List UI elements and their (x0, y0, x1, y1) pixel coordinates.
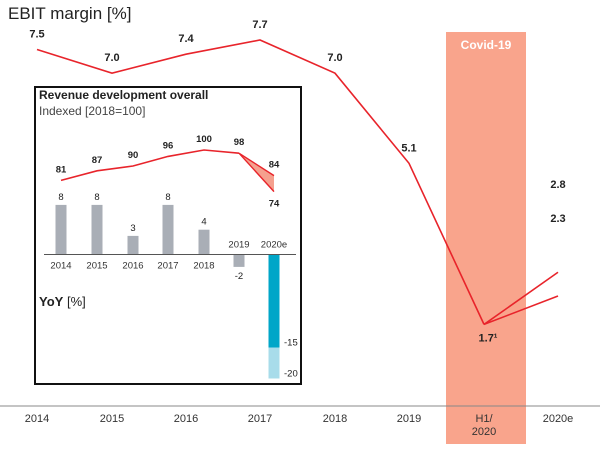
x-tick-label: 2017 (248, 413, 272, 425)
x-tick-label: H1/2020 (472, 413, 496, 438)
ebit-value-label: 7.7 (252, 19, 267, 31)
ebit-value-label: 7.5 (29, 29, 44, 41)
ebit-value-label: 7.0 (104, 52, 119, 64)
ebit-margin-line (36, 39, 485, 325)
yoy-title: YoY (39, 294, 64, 309)
yoy-unit: [%] (66, 294, 86, 309)
x-tick-label: 2020e (543, 413, 574, 425)
covid-band-label: Covid-19 (460, 38, 512, 52)
ebit-forecast-upper-label: 2.8 (550, 179, 565, 191)
ebit-value-label: 7.4 (178, 33, 194, 45)
ebit-forecast-lower-label: 2.3 (550, 213, 565, 225)
x-tick-label: 2019 (397, 413, 421, 425)
inset-panel (34, 86, 302, 385)
inset-title: Revenue development overall (39, 88, 209, 102)
chart-title: EBIT margin [%] (8, 4, 132, 23)
x-tick-label: 2015 (100, 413, 124, 425)
covid-band (446, 32, 526, 444)
ebit-value-label: 7.0 (327, 52, 342, 64)
x-tick-label: 2018 (323, 413, 347, 425)
x-tick-label: 2016 (174, 413, 198, 425)
inset-subtitle: Indexed [2018=100] (39, 104, 146, 118)
x-tick-label: 2014 (25, 413, 49, 425)
ebit-value-label: 5.1 (401, 142, 416, 154)
ebit-forecast-upper-line (483, 271, 559, 326)
ebit-value-label: 1.7¹ (479, 332, 498, 344)
ebit-forecast-lower-line (483, 295, 559, 326)
yoy-label: YoY [%] (39, 294, 86, 309)
